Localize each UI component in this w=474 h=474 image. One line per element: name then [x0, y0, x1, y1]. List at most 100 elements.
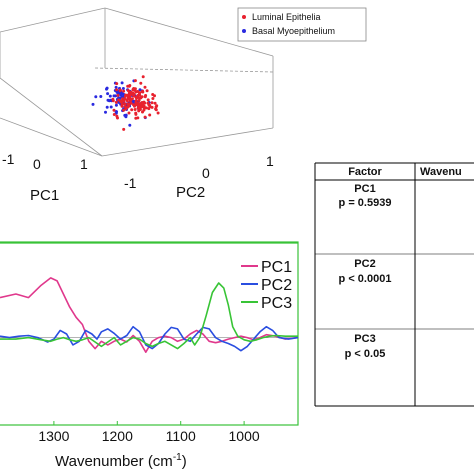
- luminal-point: [139, 104, 143, 108]
- basal-point: [109, 105, 113, 109]
- luminal-point: [135, 103, 139, 107]
- basal-point: [106, 92, 110, 96]
- luminal-point: [140, 90, 144, 94]
- series-line-pc2: [0, 325, 299, 352]
- luminal-point: [131, 88, 135, 91]
- luminal-point: [126, 93, 130, 97]
- x-axis-label-superscript: -1: [173, 452, 182, 463]
- pc2-tick-label: 1: [266, 153, 274, 169]
- basal-point: [108, 94, 112, 98]
- luminal-point: [145, 89, 149, 93]
- table-cell-factor: PC1: [354, 183, 375, 195]
- luminal-point: [123, 105, 127, 109]
- luminal-point: [124, 93, 128, 97]
- luminal-point: [134, 112, 138, 116]
- legend-label-pc3: PC3: [261, 295, 292, 312]
- basal-point: [114, 110, 118, 114]
- luminal-point: [133, 108, 137, 111]
- luminal-point: [143, 85, 147, 89]
- pc1-axis-label: PC1: [30, 187, 59, 204]
- luminal-point: [141, 75, 145, 79]
- luminal-point: [147, 103, 151, 107]
- series-line-pc3: [0, 282, 298, 350]
- legend-label-pc2: PC2: [261, 277, 292, 294]
- series-line-pc1: [0, 277, 299, 354]
- luminal-point: [134, 116, 138, 120]
- luminal-point: [129, 101, 133, 105]
- luminal-point: [123, 102, 127, 106]
- luminal-point: [153, 101, 157, 105]
- table-cell-pvalue: p = 0.5939: [339, 197, 392, 209]
- table-header-wavenumber: Wavenu: [420, 166, 462, 178]
- basal-point: [124, 115, 128, 119]
- luminal-point: [148, 113, 152, 117]
- plot-frame: [0, 241, 299, 426]
- basal-point: [94, 95, 98, 99]
- x-ticks: 1300 1200 1100 1000: [38, 421, 260, 444]
- pc2-axis-label: PC2: [176, 184, 205, 201]
- luminal-point: [151, 97, 155, 100]
- luminal-point: [146, 98, 150, 102]
- luminal-point: [136, 90, 140, 93]
- pc1-tick-label: 1: [80, 156, 88, 172]
- luminal-point: [126, 89, 130, 92]
- luminal-point: [122, 108, 126, 112]
- luminal-point: [122, 89, 126, 93]
- line-series-group: [0, 277, 299, 354]
- x-axis-label-close: ): [182, 453, 187, 470]
- luminal-point: [128, 95, 132, 99]
- x-axis-label-main: Wavenumber (cm: [55, 453, 173, 470]
- basal-point: [138, 88, 142, 92]
- luminal-point: [142, 108, 146, 112]
- legend-marker-luminal: [242, 15, 246, 19]
- pc2-tick-label: -1: [124, 175, 137, 191]
- basal-point: [112, 94, 116, 98]
- pca-points: [91, 75, 160, 131]
- luminal-point: [129, 91, 133, 94]
- basal-point: [99, 95, 103, 98]
- legend-label-pc1: PC1: [261, 259, 292, 276]
- table-cell-pvalue: p < 0.05: [345, 348, 386, 360]
- luminal-point: [120, 104, 124, 108]
- factor-table: [314, 162, 474, 407]
- luminal-point: [143, 101, 147, 105]
- luminal-point: [156, 111, 160, 115]
- legend-label-basal: Basal Myoepithelium: [252, 26, 335, 36]
- luminal-point: [122, 127, 126, 131]
- pca-legend-box: [237, 7, 367, 42]
- luminal-point: [139, 102, 143, 106]
- x-axis-label: Wavenumber (cm-1): [55, 452, 187, 470]
- basal-point: [91, 102, 95, 106]
- pc2-tick-label: 0: [202, 165, 210, 181]
- luminal-point: [111, 99, 115, 103]
- luminal-point: [119, 100, 123, 104]
- table-cell-factor: PC3: [354, 333, 375, 345]
- basal-point: [109, 98, 113, 102]
- basal-point: [116, 91, 120, 95]
- x-tick-label: 1200: [102, 428, 133, 444]
- luminal-point: [138, 93, 142, 97]
- luminal-point: [133, 104, 136, 108]
- x-tick-label: 1000: [229, 428, 260, 444]
- luminal-point: [112, 113, 116, 116]
- pc1-tick-label: 0: [33, 156, 41, 172]
- pca-3d-scatter: Luminal Epithelia Basal Myoepithelium -1…: [0, 7, 367, 204]
- x-tick-label: 1100: [166, 428, 196, 444]
- legend-marker-basal: [242, 29, 246, 33]
- basal-point: [121, 87, 125, 90]
- luminal-point: [150, 105, 154, 109]
- luminal-point: [133, 79, 137, 83]
- basal-point: [128, 123, 132, 127]
- luminal-point: [138, 108, 142, 111]
- pc1-tick-label: -1: [2, 151, 15, 167]
- luminal-point: [115, 82, 119, 86]
- luminal-point: [136, 106, 140, 110]
- pca-legend: Luminal Epithelia Basal Myoepithelium: [237, 7, 367, 42]
- luminal-point: [135, 96, 139, 99]
- luminal-point: [114, 100, 118, 104]
- basal-point: [114, 85, 118, 89]
- luminal-point: [112, 108, 116, 112]
- luminal-point: [130, 97, 134, 101]
- luminal-point: [143, 95, 147, 99]
